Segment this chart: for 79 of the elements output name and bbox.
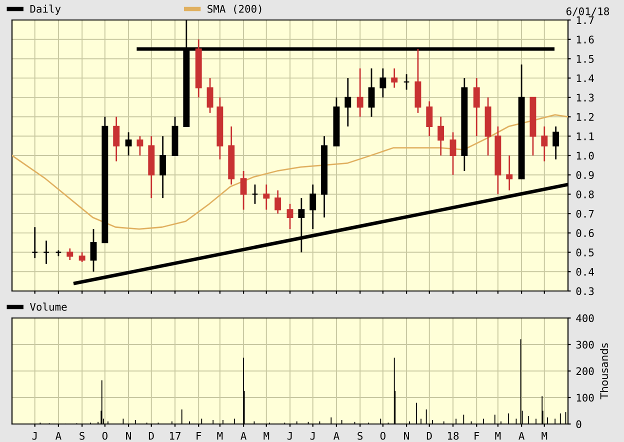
legend-label: Volume [30,302,67,311]
candlestick [450,132,456,176]
candlestick [66,248,74,261]
x-tick-label: M [495,432,501,440]
candlestick [541,126,548,162]
candlestick [552,126,560,160]
candlestick [368,68,375,118]
candlestick [473,77,480,137]
y-axis-title: Thousands [600,343,608,400]
x-tick-label: O [380,432,386,440]
y-tick-label: 100 [576,394,594,402]
x-tick-label: J [32,432,37,440]
candlestick [286,203,294,230]
candlestick [403,74,410,90]
y-tick-label: 1.4 [576,74,594,82]
y-tick-label: 1.2 [576,113,594,121]
y-tick-label: 0.8 [576,190,594,198]
candlestick [125,132,132,156]
candlestick [310,184,316,230]
x-tick-label: N [404,432,409,440]
candlestick [298,197,305,253]
candlestick [426,100,433,137]
candlestick [206,77,214,114]
x-tick-label: D [148,432,154,440]
x-tick-label: 18 [448,432,459,440]
y-tick-label: 400 [576,314,594,322]
candlestick [78,252,86,263]
x-tick-label: N [126,432,131,440]
y-tick-label: 0.5 [576,248,594,256]
x-tick-label: M [264,432,270,440]
legend-label: Daily [30,4,61,15]
x-tick-label: S [358,432,363,440]
candlestick [43,240,50,265]
text: 6/01/18 [566,7,610,16]
candlestick [240,170,247,210]
y-tick-label: 0.7 [576,210,594,218]
candlestick [113,116,120,162]
candlestick [438,116,444,156]
y-tick-label: 200 [576,367,594,376]
x-tick-label: M [217,432,223,440]
x-tick-label: D [426,432,432,440]
candlestick [263,184,270,210]
x-tick-label: A [240,432,246,440]
y-tick-label: 0.3 [576,287,594,296]
x-tick-label: M [542,432,548,440]
y-tick-label: 1.7 [576,16,594,24]
candlestick [391,68,398,88]
x-tick-label: A [518,432,524,440]
candlestick [160,135,166,199]
x-tick-label: F [474,432,480,440]
y-tick-label: 1.0 [576,152,594,160]
x-tick-label: S [80,432,85,440]
x-tick-label: F [196,432,202,440]
candlestick [252,184,258,205]
y-tick-label: 0.6 [576,229,594,238]
y-tick-label: 1.5 [576,55,594,63]
candlestick [380,68,386,98]
candlestick [344,77,352,128]
x-tick-label: J [287,432,292,440]
y-tick-label: 1.1 [576,132,594,140]
candlestick [136,135,144,156]
candlestick [506,154,513,192]
y-tick-label: 1.6 [576,36,594,44]
candlestick [274,190,282,214]
candlestick [32,226,38,259]
candlestick [90,228,97,272]
y-tick-label: 0.9 [576,171,594,179]
candlestick [356,68,364,118]
x-tick-label: A [334,432,340,440]
x-tick-label: A [56,432,62,440]
legend-label: SMA (200) [208,4,262,14]
y-tick-label: 1.3 [576,94,594,102]
x-tick-label: J [310,432,315,440]
line-series [12,114,568,230]
x-tick-label: 17 [170,432,180,440]
y-tick-label: 0 [576,420,582,428]
y-tick-label: 0.4 [576,268,594,276]
y-tick-label: 300 [576,340,594,349]
x-tick-label: O [102,432,108,440]
